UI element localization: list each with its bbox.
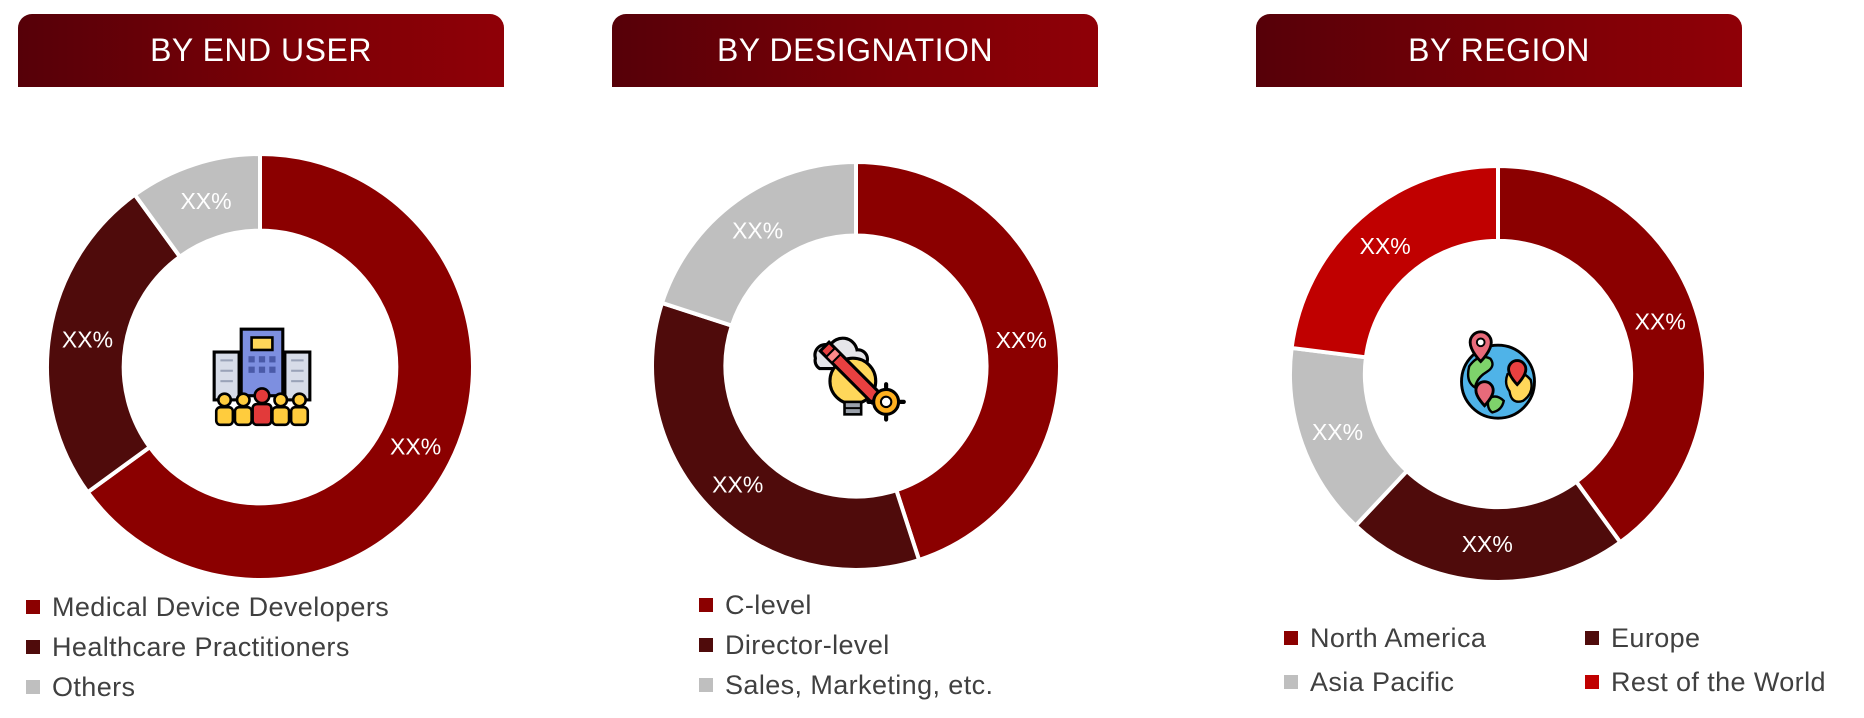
pie-slice: [45, 191, 183, 495]
data-label: XX%: [1635, 308, 1686, 334]
hospital-people-icon: [212, 327, 312, 427]
center-icon-designation: [805, 327, 909, 436]
legend-swatch: [699, 598, 713, 612]
legend-item: Healthcare Practitioners: [26, 630, 350, 664]
donut-region: XX% XX% XX% XX%: [1288, 163, 1708, 584]
data-label: XX%: [1462, 531, 1513, 557]
legend-swatch: [1284, 675, 1298, 689]
legend-item: Others: [26, 670, 135, 704]
legend-swatch: [699, 638, 713, 652]
legend-swatch: [1284, 631, 1298, 645]
legend-item: Rest of the World: [1585, 665, 1826, 699]
data-label: XX%: [996, 327, 1047, 353]
center-icon-region: [1450, 326, 1546, 427]
chart-title-region: BY REGION: [1256, 14, 1742, 87]
legend-swatch: [1585, 631, 1599, 645]
pie-slice: [650, 300, 922, 572]
legend-label: C-level: [725, 589, 812, 620]
legend-label: Asia Pacific: [1310, 666, 1455, 697]
legend-item: C-level: [699, 588, 812, 622]
legend-swatch: [699, 678, 713, 692]
donut-end-user: XX% XX% XX%: [45, 151, 475, 582]
pie-slice: [1289, 163, 1500, 360]
legend-label: Europe: [1611, 622, 1701, 653]
chart-title-end-user: BY END USER: [18, 14, 504, 87]
data-label: XX%: [1360, 233, 1411, 259]
legend-item: Medical Device Developers: [26, 590, 389, 624]
legend-swatch: [26, 680, 40, 694]
legend-item: North America: [1284, 621, 1486, 655]
pie-slice: [854, 159, 1062, 563]
data-label: XX%: [62, 327, 113, 353]
legend-item: Sales, Marketing, etc.: [699, 668, 993, 702]
globe-location-icon: [1460, 330, 1536, 420]
chart-title-designation: BY DESIGNATION: [612, 14, 1098, 87]
donut-designation: XX% XX% XX%: [650, 159, 1062, 572]
pie-slice: [1352, 468, 1624, 584]
center-icon-end-user: [210, 325, 314, 434]
legend-item: Director-level: [699, 628, 890, 662]
legend-label: Medical Device Developers: [52, 591, 390, 622]
legend-item: Asia Pacific: [1284, 665, 1454, 699]
legend-swatch: [26, 600, 40, 614]
legend-swatch: [1585, 675, 1599, 689]
pie-slice: [132, 151, 262, 260]
data-label: XX%: [390, 433, 441, 459]
legend-swatch: [26, 640, 40, 654]
pie-slice: [84, 151, 475, 582]
data-label: XX%: [732, 218, 783, 244]
pie-slice: [659, 159, 858, 329]
legend-label: Healthcare Practitioners: [52, 631, 350, 662]
idea-pencil-gear-icon: [813, 336, 906, 422]
pie-slice: [1496, 163, 1708, 546]
legend-item: Europe: [1585, 621, 1700, 655]
data-label: XX%: [1312, 419, 1363, 445]
legend-label: Director-level: [725, 629, 890, 660]
legend-label: North America: [1310, 622, 1487, 653]
legend-label: Sales, Marketing, etc.: [725, 669, 994, 700]
legend-label: Rest of the World: [1611, 666, 1826, 697]
data-label: XX%: [180, 188, 231, 214]
data-label: XX%: [712, 471, 763, 497]
legend-label: Others: [52, 671, 136, 702]
